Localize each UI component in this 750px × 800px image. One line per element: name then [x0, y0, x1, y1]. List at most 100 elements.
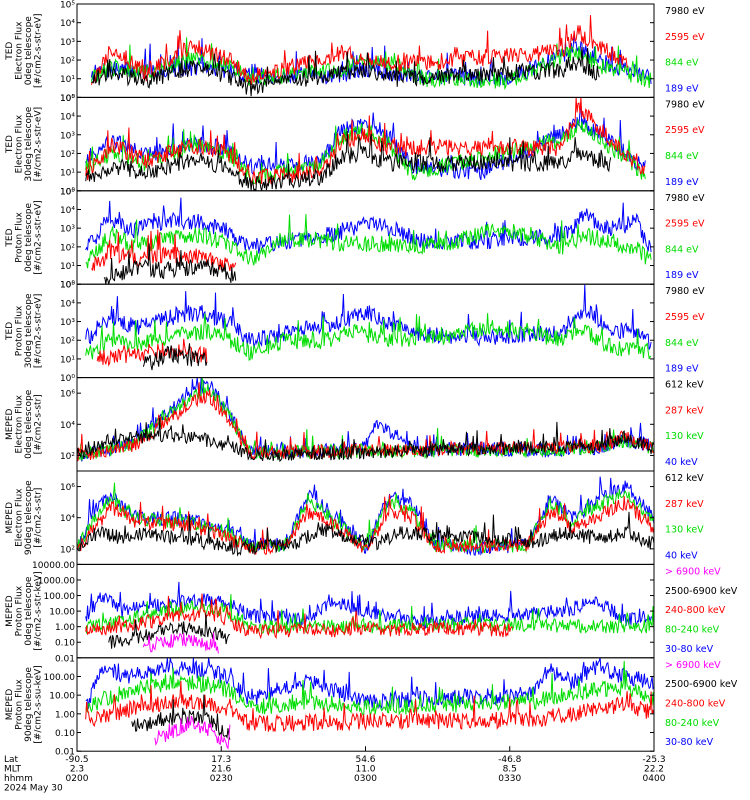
- x-axis-labels: Lat -90.5 17.3 54.6 -46.8 -25.3 MLT 2.3 21.6 11.0…: [4, 746, 666, 794]
- panel-2-ytick-label: 10¹: [60, 169, 75, 179]
- panel-6-series-black: [77, 511, 654, 557]
- panel-7-series-green: [85, 594, 654, 635]
- panel-7: 0.01 0.10 1.00 10.00 100.00 1000.00 10000.00 ME…: [5, 561, 738, 664]
- panel-8-legend-entry: 240-800 keV: [665, 699, 726, 710]
- x-axis-row-label: Lat: [4, 755, 19, 765]
- panel-5-legend-entry: 287 keV: [665, 405, 704, 416]
- panel-7-ylabel-line: [#/cm2-s-str-keV]: [34, 571, 44, 650]
- panel-2-ytick-label: 10⁵: [60, 94, 75, 104]
- panel-5-ytick-label: 10⁴: [60, 421, 75, 431]
- panel-5-legend-entry: 612 keV: [665, 380, 704, 391]
- x-axis-tick-label: 2.3: [70, 765, 84, 775]
- panel-3-ytick-label: 10⁴: [60, 206, 75, 216]
- panel-8-ylabel-line: [#/cm2-s-su-keV]: [34, 665, 44, 743]
- panel-6-series-red: [77, 494, 654, 555]
- panel-6-ylabel-line: MEPED: [5, 502, 15, 534]
- panel-6-ytick-label: 10²: [60, 545, 75, 555]
- panel-3-ylabel-line: TED: [5, 228, 15, 247]
- panel-8-ytick-label: 1.00: [55, 710, 75, 720]
- panel-1-series-blue: [90, 33, 652, 86]
- panel-7-ytick-label: 0.01: [55, 654, 75, 664]
- x-axis-tick-label: 21.6: [211, 765, 231, 775]
- panel-4-series-black: [142, 343, 208, 371]
- panel-1-legend-entry: 189 eV: [665, 83, 699, 94]
- panel-1-legend-entry: 2595 eV: [665, 32, 705, 43]
- panel-3-ylabel-line: [#/cm2-s-str-eV]: [34, 200, 44, 275]
- panel-6-series-blue: [77, 476, 654, 557]
- panel-7-legend-entry: 2500-6900 keV: [665, 586, 738, 597]
- panel-7-series-magenta: [142, 632, 219, 654]
- x-axis-tick-label: 17.3: [211, 755, 231, 765]
- panel-8-ytick-label: 0.10: [55, 729, 75, 739]
- panel-4-ytick-label: 10³: [60, 318, 75, 328]
- panel-8-legend-entry: 2500-6900 keV: [665, 679, 738, 690]
- panel-1-ylabel-line: 0deg telescope: [24, 16, 34, 86]
- panel-2: 10⁰ 10¹ 10² 10³ 10⁴ 10⁵ TED Electron Flux 30deg …: [5, 94, 705, 197]
- panel-7-ylabel-line: 0deg telescope: [24, 576, 34, 646]
- date-label: 2024 May 30: [4, 784, 63, 794]
- panel-2-legend-entry: 844 eV: [665, 151, 699, 162]
- panel-8-legend-entry: > 6900 keV: [665, 660, 721, 671]
- panel-3-ytick-label: 10⁰: [60, 281, 75, 291]
- x-axis-tick-label: 0200: [66, 774, 89, 784]
- panel-8-series-magenta: [154, 715, 231, 750]
- panel-7-ytick-label: 10.00: [49, 608, 75, 618]
- panel-2-legend-entry: 7980 eV: [665, 99, 705, 110]
- x-axis-tick-label: -25.3: [642, 755, 665, 765]
- panel-4-legend-entry: 189 eV: [665, 364, 699, 375]
- panel-7-legend-entry: 80-240 keV: [665, 624, 720, 635]
- panel-3: 10⁰ 10¹ 10² 10³ 10⁴ 10⁵ TED Proton Flux 0deg tel…: [5, 187, 705, 290]
- panel-8: 0.01 0.10 1.00 10.00 100.00 MEPED Proton Flux 9…: [5, 657, 738, 758]
- panel-2-ylabel-line: TED: [5, 135, 15, 154]
- panel-3-legend-entry: 844 eV: [665, 244, 699, 255]
- x-axis-tick-label: 0300: [354, 774, 377, 784]
- panel-1-ylabel-line: [#/cm2-s-str-eV]: [34, 13, 44, 88]
- panel-5-series-black: [77, 417, 654, 463]
- panel-6: 10² 10⁴ 10⁶ MEPED Electron Flux 90deg telesco…: [5, 470, 704, 565]
- panel-3-ytick-label: 10¹: [60, 262, 75, 272]
- panel-7-series-black: [108, 613, 230, 649]
- panel-8-ylabel-line: MEPED: [5, 689, 15, 721]
- panel-4-ytick-label: 10⁰: [60, 374, 75, 384]
- panel-7-legend-entry: 240-800 keV: [665, 605, 726, 616]
- panel-5-ytick-label: 10²: [60, 452, 75, 462]
- panel-5-legend-entry: 40 keV: [665, 457, 698, 468]
- panel-8-ylabel-line: Proton Flux: [15, 679, 25, 730]
- panel-5: 10² 10⁴ 10⁶ MEPED Electron Flux 0deg telescop…: [5, 377, 704, 472]
- panel-6-legend-entry: 612 keV: [665, 473, 704, 484]
- panel-3-series-blue: [85, 197, 652, 254]
- panel-1-series-black: [91, 46, 600, 97]
- panel-3-ylabel-line: 0deg telescope: [24, 203, 34, 273]
- panel-6-ytick-label: 10⁶: [60, 483, 75, 493]
- panel-8-ytick-label: 10.00: [49, 692, 75, 702]
- panel-8-legend-entry: 30-80 keV: [665, 737, 714, 748]
- panel-2-ytick-label: 10²: [60, 150, 75, 160]
- panel-1-ytick-label: 10³: [60, 38, 75, 48]
- panel-1-ytick-label: 10¹: [60, 75, 75, 85]
- panel-1-legend-entry: 844 eV: [665, 58, 699, 69]
- panel-2-series-green: [85, 119, 646, 184]
- panel-8-legend-entry: 80-240 keV: [665, 718, 720, 729]
- panel-2-ylabel-line: [#/cm2-s-str-eV]: [34, 107, 44, 182]
- x-axis-row-label: hhmm: [4, 774, 33, 784]
- panel-5-ylabel-line: [#/cm2-s-str]: [34, 394, 44, 454]
- panel-3-ytick-label: 10⁵: [60, 187, 75, 197]
- x-axis-tick-label: 54.6: [355, 755, 375, 765]
- panel-2-ytick-label: 10³: [60, 131, 75, 141]
- panel-6-legend-entry: 40 keV: [665, 550, 698, 561]
- x-axis-tick-label: -90.5: [65, 755, 88, 765]
- panel-7-ytick-label: 1.00: [55, 623, 75, 633]
- panel-7-ylabel-line: MEPED: [5, 595, 15, 627]
- panel-4-ylabel-line: 30deg telescope: [24, 293, 34, 368]
- panel-1-ytick-label: 10⁵: [60, 1, 75, 11]
- x-axis-tick-label: 0330: [498, 774, 521, 784]
- panel-2-ytick-label: 10⁴: [60, 113, 75, 123]
- panel-8-series-red: [85, 680, 654, 733]
- x-axis-tick-label: 8.5: [503, 765, 517, 775]
- panel-4-legend-entry: 7980 eV: [665, 286, 705, 297]
- panel-6-ytick-label: 10⁴: [60, 514, 75, 524]
- panel-4-series-green: [85, 313, 652, 361]
- panel-4-ylabel-line: [#/cm2-s-str-eV]: [34, 294, 44, 369]
- panel-5-legend-entry: 130 keV: [665, 431, 704, 442]
